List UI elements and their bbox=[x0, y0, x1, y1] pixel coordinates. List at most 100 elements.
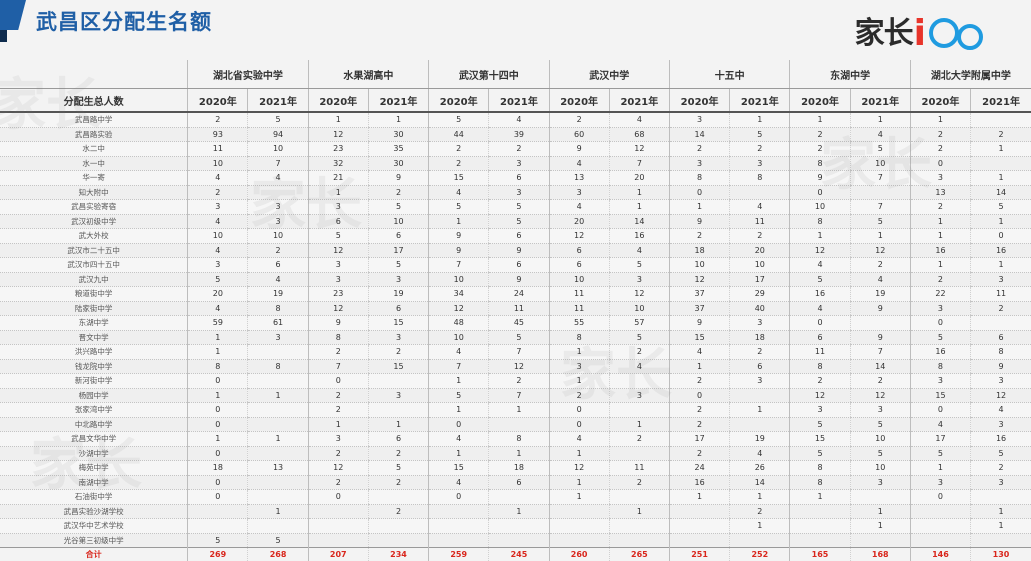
table-cell bbox=[790, 533, 850, 548]
table-cell bbox=[188, 519, 248, 534]
table-cell: 48 bbox=[429, 316, 489, 331]
table-cell: 1 bbox=[971, 258, 1031, 273]
total-cell: 259 bbox=[429, 548, 489, 561]
table-cell: 14 bbox=[609, 214, 669, 229]
table-cell: 23 bbox=[308, 287, 368, 302]
table-cell bbox=[549, 533, 609, 548]
table-cell: 0 bbox=[669, 388, 729, 403]
table-cell: 26 bbox=[730, 461, 790, 476]
table-cell: 0 bbox=[669, 185, 729, 200]
table-cell: 3 bbox=[790, 403, 850, 418]
table-cell: 2 bbox=[429, 142, 489, 157]
table-cell: 16 bbox=[910, 243, 970, 258]
table-cell: 3 bbox=[971, 475, 1031, 490]
table-cell: 2 bbox=[971, 461, 1031, 476]
table-cell: 6 bbox=[368, 301, 428, 316]
table-cell: 12 bbox=[609, 142, 669, 157]
table-cell: 3 bbox=[910, 171, 970, 186]
table-cell: 2 bbox=[669, 142, 729, 157]
table-cell: 2 bbox=[188, 185, 248, 200]
table-cell: 4 bbox=[188, 171, 248, 186]
table-cell: 7 bbox=[429, 258, 489, 273]
brand-logo: 家长 i bbox=[855, 10, 983, 52]
table-cell: 4 bbox=[188, 214, 248, 229]
table-cell: 7 bbox=[308, 359, 368, 374]
table-cell bbox=[429, 533, 489, 548]
table-cell: 3 bbox=[489, 156, 549, 171]
row-school-name: 武大外校 bbox=[0, 229, 188, 244]
total-cell: 269 bbox=[188, 548, 248, 561]
table-cell: 5 bbox=[368, 200, 428, 215]
table-cell: 7 bbox=[850, 200, 910, 215]
table-cell: 0 bbox=[308, 490, 368, 505]
table-cell: 1 bbox=[489, 504, 549, 519]
table-cell: 1 bbox=[188, 345, 248, 360]
table-cell bbox=[549, 504, 609, 519]
table-cell: 9 bbox=[308, 316, 368, 331]
header-school-name: 水果湖高中 bbox=[308, 60, 428, 89]
table-cell: 2 bbox=[850, 258, 910, 273]
row-school-name: 水一中 bbox=[0, 156, 188, 171]
table-cell: 16 bbox=[790, 287, 850, 302]
table-cell: 12 bbox=[308, 127, 368, 142]
table-cell: 3 bbox=[609, 272, 669, 287]
table-cell: 7 bbox=[850, 171, 910, 186]
row-school-name: 杨园中学 bbox=[0, 388, 188, 403]
table-cell: 20 bbox=[549, 214, 609, 229]
table-cell: 1 bbox=[308, 417, 368, 432]
table-cell: 5 bbox=[188, 272, 248, 287]
table-cell: 0 bbox=[549, 403, 609, 418]
header-year: 2020年 bbox=[308, 89, 368, 113]
table-cell: 11 bbox=[790, 345, 850, 360]
header-school-name: 东湖中学 bbox=[790, 60, 910, 89]
logo-i: i bbox=[914, 16, 926, 52]
table-cell: 10 bbox=[609, 301, 669, 316]
logo-bubble-icon-2 bbox=[957, 24, 983, 50]
table-cell: 4 bbox=[609, 359, 669, 374]
table-cell: 1 bbox=[609, 200, 669, 215]
table-cell: 9 bbox=[790, 171, 850, 186]
header-school-name: 十五中 bbox=[669, 60, 789, 89]
table-cell: 3 bbox=[549, 359, 609, 374]
table-cell: 7 bbox=[489, 388, 549, 403]
table-cell: 30 bbox=[368, 156, 428, 171]
table-cell: 7 bbox=[248, 156, 308, 171]
row-school-name: 晋文中学 bbox=[0, 330, 188, 345]
table-cell bbox=[368, 519, 428, 534]
table-cell: 4 bbox=[669, 345, 729, 360]
table-cell bbox=[790, 504, 850, 519]
table-cell: 3 bbox=[971, 374, 1031, 389]
table-cell bbox=[609, 490, 669, 505]
table-cell: 1 bbox=[429, 403, 489, 418]
table-cell: 5 bbox=[429, 388, 489, 403]
table-cell: 1 bbox=[248, 388, 308, 403]
table-cell bbox=[368, 374, 428, 389]
table-cell: 5 bbox=[248, 112, 308, 127]
table-cell bbox=[308, 519, 368, 534]
table-cell: 12 bbox=[429, 301, 489, 316]
table-cell: 1 bbox=[971, 214, 1031, 229]
table-cell: 9 bbox=[669, 316, 729, 331]
table-cell: 16 bbox=[609, 229, 669, 244]
table-cell: 0 bbox=[790, 185, 850, 200]
table-cell: 17 bbox=[669, 432, 729, 447]
table-cell: 10 bbox=[429, 330, 489, 345]
table-cell: 15 bbox=[790, 432, 850, 447]
header-year: 2021年 bbox=[609, 89, 669, 113]
table-cell: 9 bbox=[850, 330, 910, 345]
table-cell: 1 bbox=[248, 432, 308, 447]
table-cell: 2 bbox=[308, 345, 368, 360]
table-cell: 1 bbox=[549, 345, 609, 360]
row-school-name: 武昌实验沙湖学校 bbox=[0, 504, 188, 519]
table-cell: 1 bbox=[971, 142, 1031, 157]
table-cell: 5 bbox=[790, 272, 850, 287]
total-cell: 165 bbox=[790, 548, 850, 561]
table-cell: 12 bbox=[971, 388, 1031, 403]
table-cell: 22 bbox=[910, 287, 970, 302]
table-cell: 11 bbox=[730, 214, 790, 229]
table-cell: 1 bbox=[790, 229, 850, 244]
